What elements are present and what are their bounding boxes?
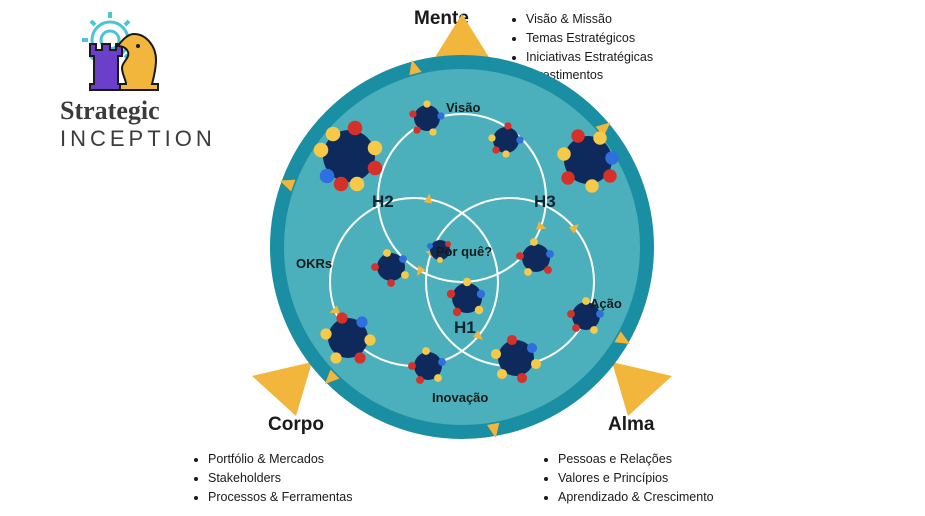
corner-triangle	[432, 14, 492, 62]
acao-label: Ação	[590, 296, 622, 311]
corner-triangle	[612, 362, 672, 416]
inov-label: Inovação	[432, 390, 488, 405]
visao-label: Visão	[446, 100, 480, 115]
h2-label: H2	[372, 192, 394, 212]
corner-triangle	[252, 362, 312, 416]
okrs-label: OKRs	[296, 256, 332, 271]
center-label: Por quê?	[434, 244, 494, 259]
h1-label: H1	[454, 318, 476, 338]
h3-label: H3	[534, 192, 556, 212]
